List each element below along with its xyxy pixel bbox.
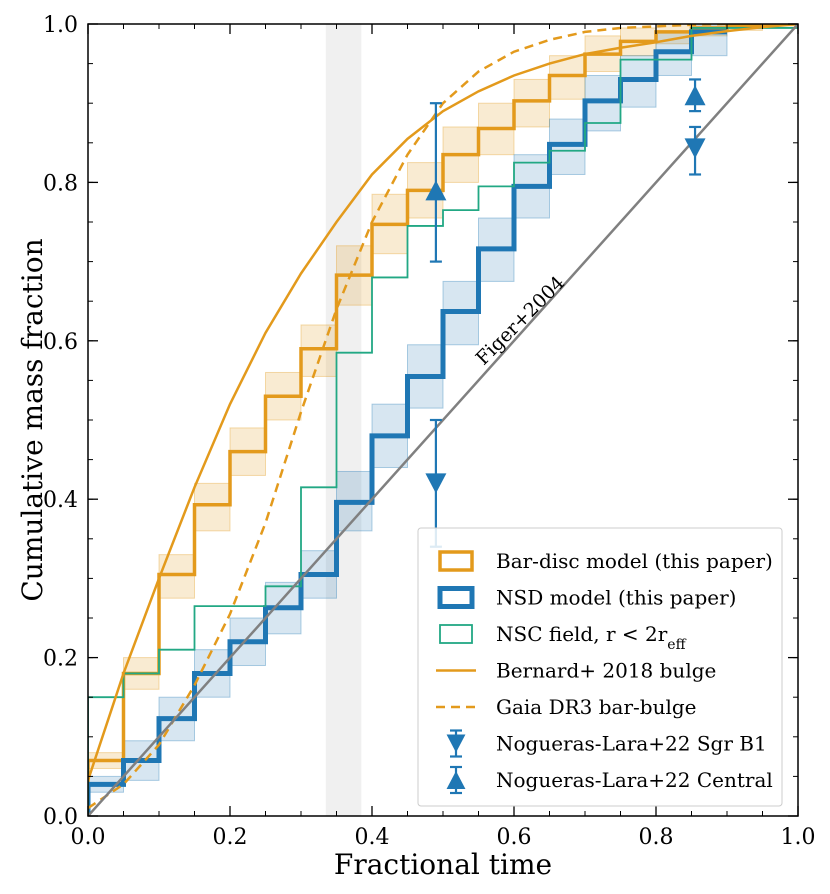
legend-label-2: NSC field, r < 2reff — [496, 622, 687, 653]
legend-label-5: Nogueras-Lara+22 Sgr B1 — [496, 732, 767, 756]
y-axis-label: Cumulative mass fraction — [16, 238, 49, 601]
point-central_a — [425, 180, 447, 201]
x-tick-label-4: 0.8 — [639, 825, 674, 850]
y-tick-label-0: 0.0 — [43, 805, 78, 830]
x-tick-label-0: 0.0 — [71, 825, 106, 850]
y-tick-label-4: 0.8 — [43, 171, 78, 196]
band-bar_disc-12 — [513, 78, 550, 128]
x-tick-label-5: 1.0 — [781, 825, 816, 850]
point-central_b — [684, 85, 706, 106]
legend-handle-0 — [438, 550, 474, 572]
legend-label-3: Bernard+ 2018 bulge — [496, 659, 716, 683]
x-tick-label-2: 0.4 — [355, 825, 390, 850]
y-tick-label-2: 0.4 — [43, 488, 78, 513]
series-bar_disc — [88, 24, 798, 816]
legend-handle-5 — [446, 734, 466, 753]
y-tick-label-1: 0.2 — [43, 647, 78, 672]
y-tick-label-3: 0.6 — [43, 330, 78, 355]
legend: Bar-disc model (this paper) NSD model (th… — [417, 527, 783, 807]
legend-label-0: Bar-disc model (this paper) — [496, 549, 773, 573]
series-nsc — [88, 27, 798, 816]
x-axis-label: Fractional time — [334, 848, 552, 881]
point-sgrb1_a — [425, 473, 447, 494]
legend-label-1: NSD model (this paper) — [496, 586, 736, 610]
shaded-band — [325, 24, 362, 816]
legend-label-4: Gaia DR3 bar-bulge — [496, 695, 697, 719]
band-bar_disc-6 — [300, 324, 337, 377]
x-tick-label-1: 0.2 — [213, 825, 248, 850]
series-bernard — [88, 24, 798, 781]
legend-box — [417, 527, 783, 807]
band-bar_disc-2 — [158, 554, 195, 599]
legend-label-6: Nogueras-Lara+22 Central — [496, 768, 773, 792]
point-sgrb1_b — [684, 138, 706, 159]
x-tick-label-3: 0.6 — [497, 825, 532, 850]
legend-handle-2 — [439, 624, 473, 644]
series-figer — [88, 24, 798, 816]
legend-handle-1 — [437, 586, 475, 609]
series-gaia — [88, 24, 798, 810]
y-tick-label-5: 1.0 — [43, 13, 78, 38]
legend-handle-6 — [446, 771, 466, 789]
band-bar_disc-3 — [194, 482, 231, 532]
